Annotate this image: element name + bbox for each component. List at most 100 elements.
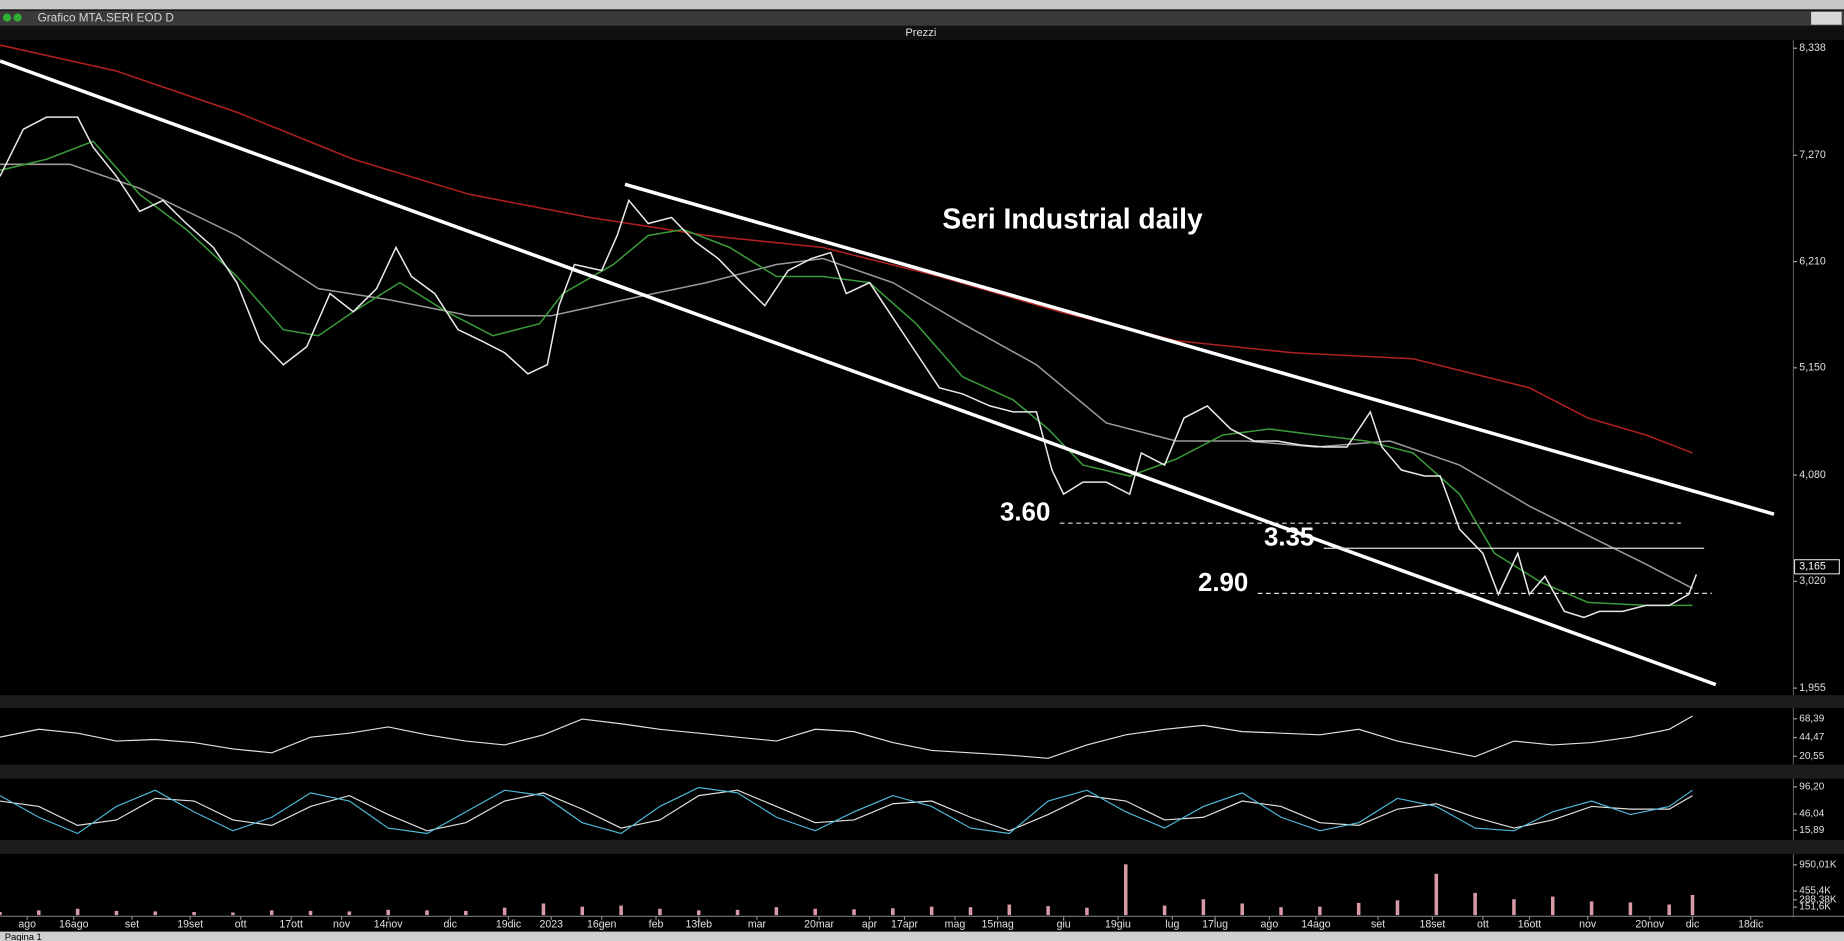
x-tick-label: feb [649,918,664,930]
volume-bar [1512,899,1516,916]
series-line [0,163,1693,590]
volume-bar [1667,904,1671,916]
window-title: Grafico MTA.SERI EOD D [38,11,174,24]
y-tick-label: 7,270 [1799,149,1826,161]
tab-label[interactable]: Pagina 1 [5,931,42,941]
x-tick-label: 16gen [587,918,617,930]
volume-bar [347,911,352,916]
window-icon[interactable] [13,13,22,22]
volume-bar [37,910,41,916]
title-bar [0,10,1844,26]
x-tick-label: set [125,918,139,930]
y-tick-label: 20,55 [1799,751,1824,762]
series-line [0,140,1693,607]
volume-bar [153,911,158,916]
volume-bar [1434,873,1439,916]
volume-bar [1085,907,1089,916]
panel-header [0,25,1844,40]
volume-bar [1628,902,1633,916]
y-tick-label: 8,338 [1799,42,1826,54]
volume-bar [891,908,895,916]
volume-bar [1356,902,1361,916]
series-line [0,789,1693,832]
y-tick-label: 15,89 [1799,825,1824,836]
volume-bar [1589,901,1594,916]
volume-bar [619,905,623,916]
x-tick-label: nov [1579,918,1597,930]
x-tick-label: ott [1477,918,1489,930]
x-tick-label: 13feb [685,918,712,930]
x-tick-label: 2023 [539,918,563,930]
y-tick-label: 288,38K [1799,894,1837,905]
volume-bar [1046,906,1050,916]
x-tick-label: ago [18,918,36,930]
trend-line [0,59,1717,687]
volume-bar [735,909,740,916]
x-tick-label: ott [235,918,247,930]
x-tick-label: 16ott [1518,918,1542,930]
volume-bar [1201,899,1206,916]
x-tick-label: 20mar [804,918,834,930]
x-tick-label: 18set [1419,918,1445,930]
panel-separator [0,695,1844,709]
x-tick-label: 19dic [496,918,522,930]
level-label: 3.60 [1000,499,1050,527]
volume-bar [231,912,235,916]
y-tick-label: 68,39 [1799,713,1824,724]
y-tick-label: 3,020 [1799,575,1826,587]
x-tick-label: nov [333,918,351,930]
volume-bar [464,910,468,916]
volume-bar [929,906,934,916]
series-line [0,116,1698,619]
volume-bar [502,907,507,916]
volume-bar [774,907,779,916]
volume-bar [75,908,80,916]
x-tick-label: 18dic [1738,918,1764,930]
volume-bar [968,907,973,916]
panel-separator [0,764,1844,779]
x-tick-label: ago [1261,918,1279,930]
volume-bar [0,911,2,916]
top-bar [0,0,1844,10]
y-tick-label: 44,47 [1799,732,1824,743]
x-tick-label: giu [1057,918,1071,930]
volume-bar [386,909,390,916]
x-tick-label: 17apr [891,918,919,930]
x-tick-label: 20nov [1635,918,1665,930]
chart-title: Seri Industrial daily [942,203,1203,235]
series-line [0,786,1693,835]
x-tick-label: lug [1165,918,1179,930]
y-tick-label: 96,20 [1799,782,1824,793]
volume-bar [1395,900,1400,916]
y-tick-label: 151,6K [1799,902,1831,913]
x-tick-label: 14ago [1301,918,1331,930]
y-tick-label: 4,080 [1799,469,1826,481]
x-tick-label: 19giu [1105,918,1131,930]
x-tick-label: 15mag [981,918,1013,930]
volume-bar [1318,906,1322,916]
panel-title: Prezzi [905,27,936,39]
x-tick-label: 14nov [374,918,404,930]
last-price-label: 3,165 [1799,561,1826,573]
volume-bar [1162,905,1167,916]
window-buttons[interactable] [1811,11,1842,25]
volume-bar [852,909,856,916]
volume-bar [114,910,119,916]
level-label: 3.35 [1264,524,1314,552]
series-line [0,715,1693,759]
volume-bar [696,910,701,916]
x-tick-label: 17lug [1202,918,1228,930]
x-tick-label: mag [945,918,966,930]
volume-bar [1473,892,1477,916]
y-tick-label: 6,210 [1799,255,1826,267]
volume-bar [1123,864,1128,916]
volume-bar [658,908,662,916]
last-price-box [1794,559,1840,575]
volume-bar [425,910,429,916]
window-icon[interactable] [2,13,12,22]
volume-bar [269,910,274,916]
y-tick-label: 1,955 [1799,682,1826,694]
volume-bar [541,903,546,916]
trend-line [624,182,1775,516]
